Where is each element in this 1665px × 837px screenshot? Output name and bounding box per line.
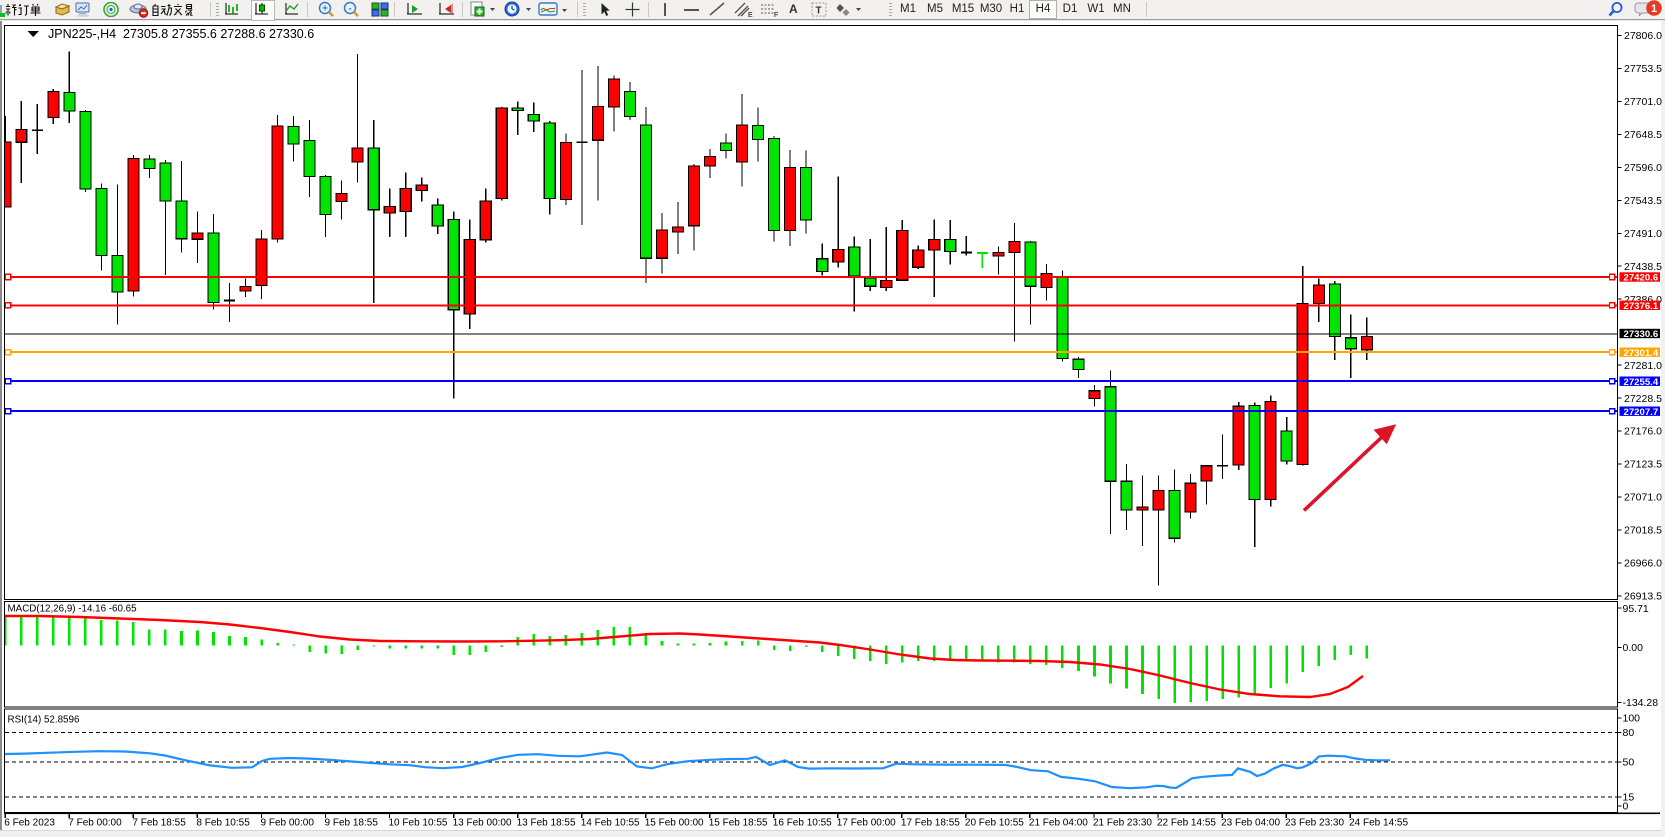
- svg-text:100: 100: [1623, 713, 1641, 725]
- svg-text:24 Feb 14:55: 24 Feb 14:55: [1349, 818, 1408, 829]
- svg-text:21 Feb 04:00: 21 Feb 04:00: [1029, 818, 1088, 829]
- svg-text:27071.0: 27071.0: [1624, 492, 1662, 504]
- svg-text:20 Feb 10:55: 20 Feb 10:55: [965, 818, 1024, 829]
- svg-text:27176.0: 27176.0: [1624, 426, 1662, 438]
- svg-text:0: 0: [1623, 801, 1629, 813]
- svg-text:1: 1: [1651, 3, 1657, 15]
- svg-text:7 Feb 18:55: 7 Feb 18:55: [132, 818, 186, 829]
- svg-text:27207.7: 27207.7: [1624, 407, 1659, 418]
- svg-text:17 Feb 00:00: 17 Feb 00:00: [837, 818, 896, 829]
- svg-text:-134.28: -134.28: [1623, 697, 1659, 709]
- svg-text:16 Feb 10:55: 16 Feb 10:55: [773, 818, 832, 829]
- svg-text:15: 15: [1623, 792, 1635, 804]
- svg-text:MACD(12,26,9) -14.16 -60.65: MACD(12,26,9) -14.16 -60.65: [8, 604, 138, 615]
- svg-text:27806.0: 27806.0: [1624, 30, 1662, 42]
- svg-text:27420.6: 27420.6: [1624, 273, 1659, 284]
- svg-text:27330.6: 27330.6: [1624, 329, 1659, 340]
- svg-text:27596.0: 27596.0: [1624, 162, 1662, 174]
- svg-text:F: F: [774, 12, 778, 18]
- svg-text:27648.5: 27648.5: [1624, 129, 1662, 141]
- svg-text:0.00: 0.00: [1623, 642, 1644, 654]
- svg-text:23 Feb 04:00: 23 Feb 04:00: [1221, 818, 1280, 829]
- svg-text:27701.0: 27701.0: [1624, 96, 1662, 108]
- svg-text:26913.5: 26913.5: [1624, 591, 1662, 603]
- svg-text:27281.0: 27281.0: [1624, 360, 1662, 372]
- svg-text:-: -: [348, 4, 351, 15]
- svg-text:27123.5: 27123.5: [1624, 459, 1662, 471]
- svg-text:27753.5: 27753.5: [1624, 63, 1662, 75]
- svg-text:T: T: [816, 6, 822, 17]
- svg-text:27018.5: 27018.5: [1624, 525, 1662, 537]
- svg-text:13 Feb 00:00: 13 Feb 00:00: [453, 818, 512, 829]
- svg-text:27301.4: 27301.4: [1624, 348, 1659, 359]
- svg-text:27376.1: 27376.1: [1624, 301, 1659, 312]
- svg-text:6 Feb 2023: 6 Feb 2023: [4, 818, 55, 829]
- svg-text:9 Feb 00:00: 9 Feb 00:00: [261, 818, 315, 829]
- svg-text:27228.5: 27228.5: [1624, 393, 1662, 405]
- svg-text:10 Feb 10:55: 10 Feb 10:55: [389, 818, 448, 829]
- svg-text:E: E: [748, 12, 753, 18]
- svg-text:80: 80: [1623, 727, 1635, 739]
- svg-text:8 Feb 10:55: 8 Feb 10:55: [196, 818, 250, 829]
- svg-text:15 Feb 00:00: 15 Feb 00:00: [645, 818, 704, 829]
- svg-text:13 Feb 18:55: 13 Feb 18:55: [517, 818, 576, 829]
- svg-text:17 Feb 18:55: 17 Feb 18:55: [901, 818, 960, 829]
- svg-text:9 Feb 18:55: 9 Feb 18:55: [325, 818, 379, 829]
- svg-text:22 Feb 14:55: 22 Feb 14:55: [1157, 818, 1216, 829]
- svg-text:+: +: [322, 4, 328, 15]
- svg-text:7 Feb 00:00: 7 Feb 00:00: [68, 818, 122, 829]
- svg-text:RSI(14) 52.8596: RSI(14) 52.8596: [8, 715, 80, 726]
- svg-text:JPN225-,H4 27305.8 27355.6 27: JPN225-,H4 27305.8 27355.6 27288.6 27330…: [48, 27, 314, 41]
- svg-text:14 Feb 10:55: 14 Feb 10:55: [581, 818, 640, 829]
- svg-text:95.71: 95.71: [1623, 603, 1649, 615]
- svg-text:27491.0: 27491.0: [1624, 228, 1662, 240]
- svg-text:27543.5: 27543.5: [1624, 195, 1662, 207]
- svg-text:27255.4: 27255.4: [1624, 377, 1659, 388]
- svg-text:27438.5: 27438.5: [1624, 261, 1662, 273]
- svg-text:23 Feb 23:30: 23 Feb 23:30: [1285, 818, 1344, 829]
- svg-text:50: 50: [1623, 757, 1635, 769]
- svg-text:26966.0: 26966.0: [1624, 558, 1662, 570]
- svg-text:15 Feb 18:55: 15 Feb 18:55: [709, 818, 768, 829]
- svg-text:21 Feb 23:30: 21 Feb 23:30: [1093, 818, 1152, 829]
